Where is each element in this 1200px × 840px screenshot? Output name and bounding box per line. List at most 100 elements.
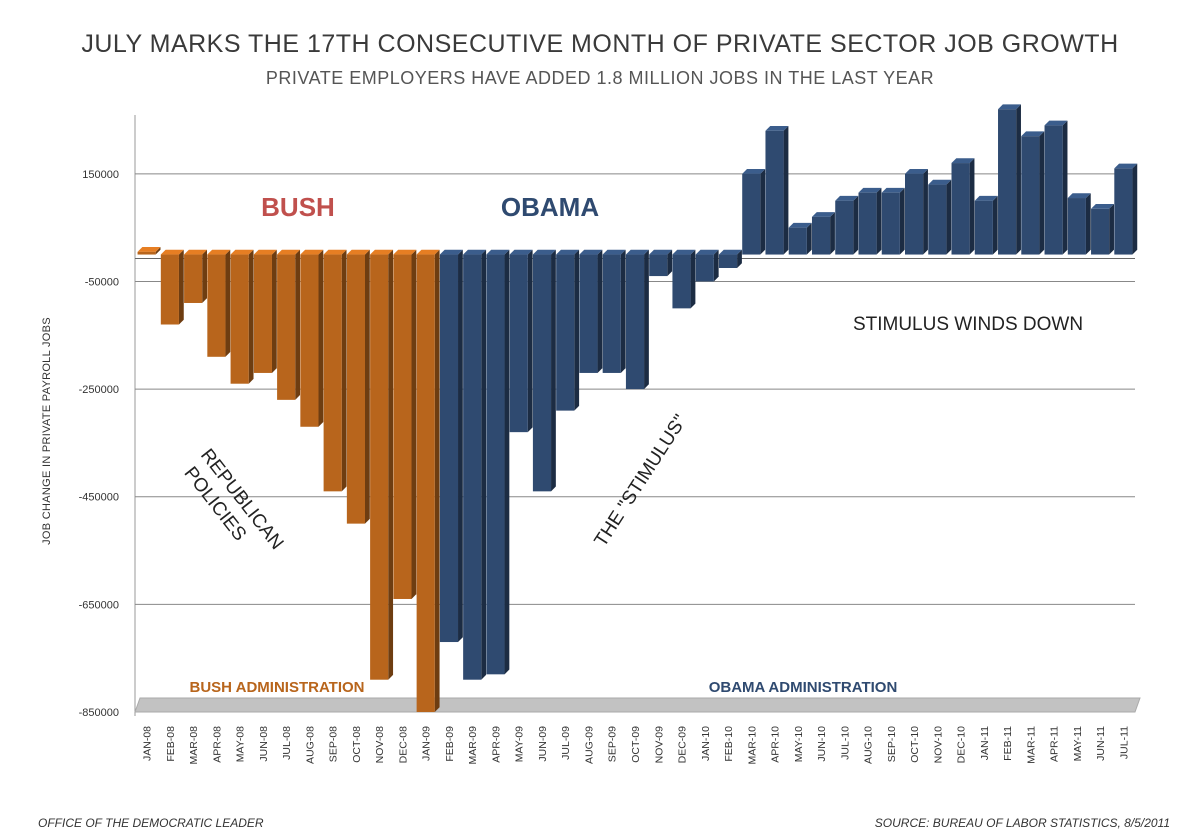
x-tick-label: FEB-08 (165, 726, 177, 762)
bar-top (532, 249, 556, 255)
bar-side (644, 249, 649, 390)
bar (928, 184, 947, 255)
bar-side (1016, 104, 1021, 255)
x-tick-label: AUG-10 (863, 726, 875, 764)
bar (416, 254, 435, 712)
bar (974, 200, 993, 255)
x-tick-label: MAR-10 (746, 726, 758, 765)
y-tick-label: -850000 (79, 707, 119, 719)
bar-top (1067, 193, 1091, 199)
bar-side (713, 249, 719, 282)
bar-top (905, 169, 928, 174)
x-tick-label: JUL-09 (560, 726, 572, 760)
bar-side (992, 195, 998, 255)
bar-side (551, 249, 556, 492)
x-tick-label: JUN-11 (1095, 726, 1107, 761)
bar-side (1039, 131, 1045, 255)
bar-side (318, 249, 324, 427)
bar-top (602, 249, 626, 255)
bar-side (225, 249, 231, 357)
x-tick-label: DEC-08 (397, 726, 409, 764)
x-tick-label: SEP-10 (886, 726, 898, 762)
x-tick-label: MAY-11 (1072, 726, 1084, 762)
bar-side (1085, 193, 1091, 255)
bar (277, 254, 296, 400)
bar-side (504, 249, 510, 675)
bar (370, 254, 389, 680)
x-tick-label: APR-10 (770, 726, 782, 763)
bar (532, 254, 552, 492)
bar-top (1091, 204, 1114, 209)
x-tick-label: NOV-09 (653, 726, 665, 764)
bar-side (830, 212, 835, 255)
x-tick-label: FEB-10 (723, 726, 735, 762)
x-tick-label: JUN-09 (537, 726, 549, 762)
x-tick-label: JAN-09 (421, 726, 433, 761)
x-tick-label: MAR-11 (1025, 726, 1037, 764)
x-tick-label: MAR-08 (188, 726, 200, 765)
x-tick-label: JUL-11 (1118, 726, 1130, 759)
bar (998, 109, 1017, 255)
bar-side (876, 187, 882, 255)
bar-top (300, 249, 324, 255)
chart-title: JULY MARKS THE 17TH CONSECUTIVE MONTH OF… (81, 30, 1119, 58)
bar-side (899, 187, 905, 255)
bar-top (672, 249, 696, 255)
bar (300, 254, 319, 427)
bar-top (835, 195, 859, 201)
bar-side (388, 249, 394, 680)
x-tick-label: AUG-08 (304, 726, 316, 764)
bar-top (556, 249, 580, 255)
x-tick-label: MAY-10 (793, 726, 805, 762)
bar-top (788, 222, 812, 228)
bar-side (527, 249, 533, 433)
bar-side (597, 249, 603, 373)
bar-top (1114, 163, 1138, 169)
bar-top (207, 249, 231, 255)
bar-top (928, 179, 952, 185)
x-tick-label: JUN-10 (816, 726, 828, 762)
bar-side (365, 249, 370, 524)
bar-side (667, 249, 673, 277)
x-tick-label: SEP-08 (328, 726, 340, 762)
bar-side (946, 179, 952, 255)
x-tick-label: OCT-09 (630, 726, 642, 763)
bar (439, 254, 459, 643)
bar (835, 200, 854, 255)
bar-side (178, 249, 184, 325)
bar (811, 216, 831, 255)
bar-top (230, 249, 254, 255)
bar (346, 254, 365, 524)
bar-top (649, 249, 673, 255)
footer-left: OFFICE OF THE DEMOCRATIC LEADER (38, 816, 264, 830)
bar-top (160, 249, 184, 255)
bar (881, 192, 900, 255)
bar-side (806, 222, 812, 255)
bar-side (411, 249, 417, 599)
bar-top (742, 169, 766, 174)
x-tick-label: AUG-09 (583, 726, 595, 764)
bar (579, 254, 598, 373)
chart-floor (134, 697, 1141, 713)
bar-side (248, 249, 254, 384)
x-tick-label: APR-09 (490, 726, 502, 763)
bar (160, 254, 179, 325)
bar-top (439, 249, 463, 255)
bar (393, 254, 412, 599)
bar-side (271, 249, 277, 373)
bar-top (998, 104, 1021, 110)
bar (230, 254, 249, 384)
bar-top (951, 158, 975, 164)
x-tick-label: NOV-08 (374, 726, 386, 764)
bar-top (858, 187, 882, 193)
bar-side (341, 249, 347, 492)
bar (556, 254, 575, 411)
bar-side (737, 249, 742, 268)
bar-top (184, 249, 208, 255)
x-tick-label: NOV-10 (932, 726, 944, 764)
bar (625, 254, 645, 390)
bar (509, 254, 528, 433)
y-tick-label: 150000 (82, 169, 119, 181)
